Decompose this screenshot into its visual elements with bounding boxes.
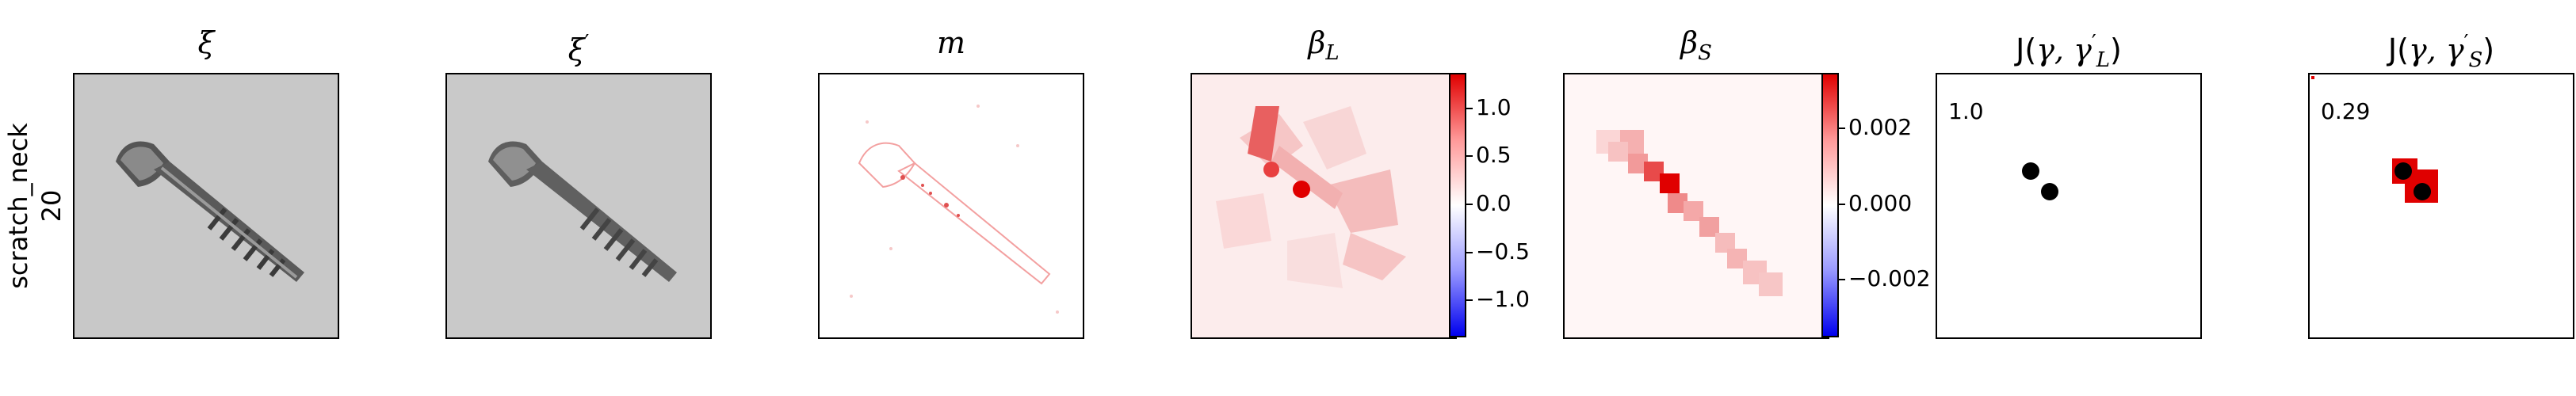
cbar-L-tick: 0.0 [1476, 190, 1512, 216]
J-S-value: 0.29 [2321, 98, 2371, 124]
J-S-overlap [2311, 76, 2438, 203]
title-xi: ξ [197, 25, 215, 60]
cbar-L-tick: 1.0 [1476, 94, 1512, 120]
cbar-L-tick: 0.5 [1476, 142, 1512, 168]
row-label: scratch_neck 20 [0, 73, 71, 339]
title-beta-S: βS [1680, 25, 1712, 65]
panel-J-L: 1.0 [1936, 73, 2202, 339]
title-m: m [936, 25, 966, 60]
panel-xi-prime-image [445, 73, 712, 339]
J-L-value: 1.0 [1948, 98, 1984, 124]
row-label-class: scratch_neck [3, 123, 33, 289]
panel-beta-L-map [1191, 73, 1457, 339]
screw-reconstruction-image [447, 74, 710, 337]
title-xi-prime: ξ′ [568, 31, 590, 67]
beta-S-heatmap [1565, 74, 1828, 337]
cbar-S-tick: 0.000 [1848, 190, 1913, 216]
cbar-S-tick: 0.002 [1848, 114, 1913, 140]
panel-J-S: 0.29 [2308, 73, 2574, 339]
panel-beta-S-map [1563, 73, 1829, 339]
J-L-overlap [2022, 162, 2058, 200]
cbar-L-tick: −0.5 [1476, 238, 1530, 265]
title-J-S: J(γ, γ′S) [2387, 31, 2495, 72]
title-J-L: J(γ, γ′L) [2016, 31, 2122, 72]
colorbar-beta-S [1821, 73, 1839, 337]
screw-image [75, 74, 338, 337]
cbar-S-tick: −0.002 [1848, 265, 1931, 291]
title-beta-L: βL [1308, 25, 1340, 65]
row-label-index: 20 [36, 189, 67, 223]
colorbar-beta-L [1449, 73, 1466, 337]
panel-xi-image [73, 73, 339, 339]
panel-m-map [818, 73, 1084, 339]
mask-map [820, 74, 1083, 337]
beta-L-heatmap [1192, 74, 1455, 337]
cbar-L-tick: −1.0 [1476, 286, 1530, 312]
